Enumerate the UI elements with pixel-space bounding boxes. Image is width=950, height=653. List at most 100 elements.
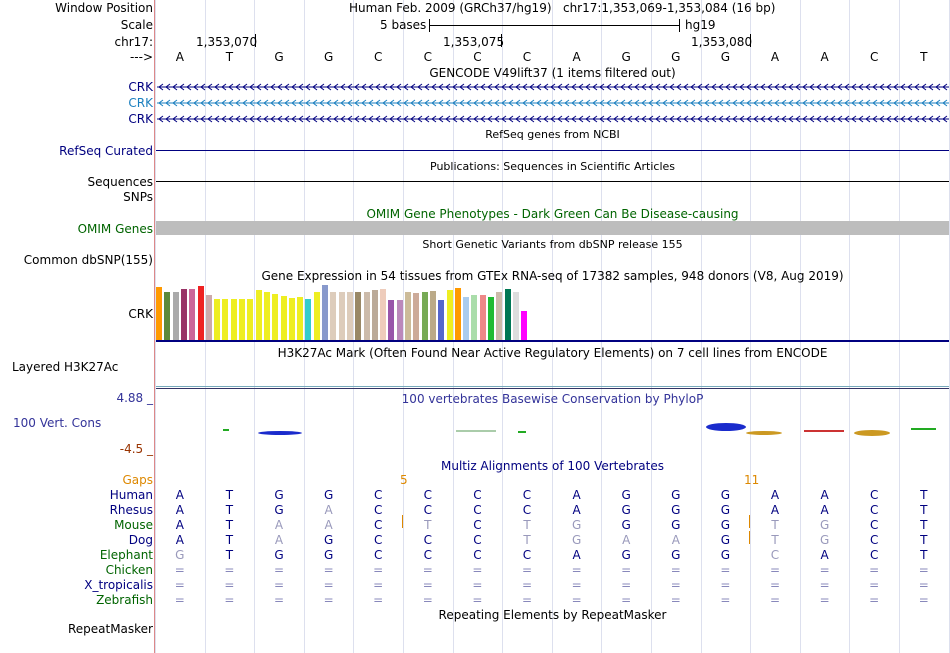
gtex-tissue-bar[interactable]	[346, 292, 353, 341]
gene-model-crk[interactable]	[157, 114, 949, 124]
gtex-tissue-bar[interactable]	[396, 300, 403, 341]
aligned-base: T	[225, 518, 234, 532]
gtex-tissue-bar[interactable]	[297, 297, 304, 341]
gtex-tissue-bar[interactable]	[288, 298, 295, 341]
gtex-tissue-bar[interactable]	[239, 299, 245, 341]
omim-feature[interactable]	[156, 221, 949, 235]
gtex-tissue-bar[interactable]	[272, 294, 279, 341]
gtex-tissue-bar[interactable]	[438, 300, 445, 341]
gtex-tissue-bar[interactable]	[471, 295, 478, 341]
aligned-base: =	[571, 578, 582, 592]
species-label[interactable]: X_tropicalis	[84, 578, 153, 592]
gtex-tissue-bar[interactable]	[180, 289, 187, 341]
gtex-tissue-bar[interactable]	[305, 299, 312, 341]
gtex-tissue-bar[interactable]	[421, 292, 428, 341]
tick-mark	[750, 34, 751, 47]
species-label[interactable]: Chicken	[105, 563, 153, 577]
phylop-track-label[interactable]: 100 Vert. Cons	[13, 416, 102, 430]
species-label[interactable]: Elephant	[99, 548, 153, 562]
gtex-tissue-bar[interactable]	[504, 289, 511, 341]
aligned-base: A	[820, 548, 829, 562]
publications-line[interactable]	[156, 181, 949, 182]
gtex-tissue-bar[interactable]	[313, 292, 320, 341]
gtex-tissue-bar[interactable]	[363, 292, 370, 341]
gtex-tissue-bar[interactable]	[405, 292, 411, 341]
aligned-base: G	[819, 518, 830, 532]
aligned-base: T	[523, 533, 531, 547]
refseq-gene-line[interactable]	[156, 150, 949, 151]
aligned-base: =	[373, 578, 384, 592]
gtex-tissue-bar[interactable]	[322, 285, 328, 341]
aligned-base: =	[571, 563, 582, 577]
aligned-base: A	[770, 503, 780, 517]
position-text: chr17:1,353,069-1,353,084 (16 bp)	[562, 1, 776, 15]
aligned-base: =	[918, 593, 929, 607]
gtex-tissue-bar[interactable]	[247, 299, 254, 341]
gtex-tissue-bar[interactable]	[189, 289, 196, 341]
aligned-base: C	[473, 518, 482, 532]
gencode-track-label[interactable]: CRK	[128, 80, 153, 94]
gtex-tissue-bar[interactable]	[230, 299, 237, 341]
gtex-tissue-bar[interactable]	[496, 292, 503, 341]
gtex-tissue-bar[interactable]	[172, 292, 179, 341]
h3k27ac-track-label[interactable]: Layered H3K27Ac	[12, 360, 119, 374]
gtex-tissue-bar[interactable]	[280, 296, 287, 341]
gtex-tissue-bar[interactable]	[463, 297, 470, 341]
aligned-base: =	[273, 563, 285, 577]
gtex-tissue-bar[interactable]	[197, 286, 204, 341]
gencode-track-label[interactable]: CRK	[128, 112, 153, 126]
gtex-tissue-bar[interactable]	[479, 295, 486, 341]
snps-track-label[interactable]: SNPs	[123, 190, 153, 204]
gene-model-crk[interactable]	[157, 98, 949, 108]
gtex-tissue-bar[interactable]	[330, 292, 337, 341]
aligned-base: =	[521, 593, 533, 607]
gtex-tissue-bar[interactable]	[255, 290, 262, 341]
aligned-base: A	[622, 533, 631, 547]
species-label[interactable]: Mouse	[114, 518, 153, 532]
aligned-base: T	[771, 533, 779, 547]
aligned-base: T	[920, 518, 928, 532]
species-label[interactable]: Zebrafish	[96, 593, 153, 607]
aligned-base: =	[621, 593, 632, 607]
gtex-track-title: Gene Expression in 54 tissues from GTEx …	[261, 269, 844, 283]
gtex-tissue-bar[interactable]	[355, 292, 362, 341]
gtex-tissue-bar[interactable]	[371, 290, 378, 341]
gtex-tissue-bar[interactable]	[521, 311, 528, 341]
species-label[interactable]: Rhesus	[109, 503, 153, 517]
gtex-tissue-bar[interactable]	[214, 299, 221, 341]
gtex-bar-graph[interactable]	[156, 284, 556, 341]
gtex-tissue-bar[interactable]	[205, 295, 212, 341]
phylop-logo[interactable]	[156, 418, 949, 438]
gtex-tissue-bar[interactable]	[222, 299, 229, 341]
aligned-base: T	[771, 518, 779, 532]
species-label[interactable]: Human	[109, 488, 153, 502]
sequences-track-label[interactable]: Sequences	[87, 175, 153, 189]
gtex-tissue-bar[interactable]	[429, 291, 436, 341]
aligned-base: A	[274, 518, 284, 532]
gtex-track-label[interactable]: CRK	[128, 307, 153, 321]
repeatmasker-track-label[interactable]: RepeatMasker	[67, 622, 153, 636]
aligned-base: =	[422, 563, 433, 577]
gtex-tissue-bar[interactable]	[454, 288, 461, 341]
gtex-tissue-bar[interactable]	[263, 292, 270, 341]
aligned-base: C	[522, 503, 532, 517]
refseq-track-label[interactable]: RefSeq Curated	[59, 144, 153, 158]
gtex-tissue-bar[interactable]	[164, 292, 171, 341]
gtex-tissue-bar[interactable]	[388, 300, 395, 341]
aligned-base: =	[720, 563, 731, 577]
gtex-tissue-bar[interactable]	[338, 292, 345, 341]
gtex-tissue-bar[interactable]	[413, 293, 420, 341]
gene-model-crk[interactable]	[157, 82, 949, 92]
gtex-tissue-bar[interactable]	[380, 289, 387, 341]
gtex-tissue-bar[interactable]	[156, 287, 162, 341]
dbsnp-track-label[interactable]: Common dbSNP(155)	[23, 253, 153, 267]
species-label[interactable]: Dog	[128, 533, 153, 547]
gtex-tissue-bar[interactable]	[488, 297, 494, 341]
phylop-min-label: -4.5 _	[119, 442, 153, 456]
omim-track-label[interactable]: OMIM Genes	[77, 222, 153, 236]
tick-mark	[255, 34, 256, 47]
aligned-base: =	[323, 578, 334, 592]
gencode-track-label[interactable]: CRK	[128, 96, 153, 110]
gtex-tissue-bar[interactable]	[446, 290, 453, 341]
gtex-tissue-bar[interactable]	[512, 292, 519, 341]
